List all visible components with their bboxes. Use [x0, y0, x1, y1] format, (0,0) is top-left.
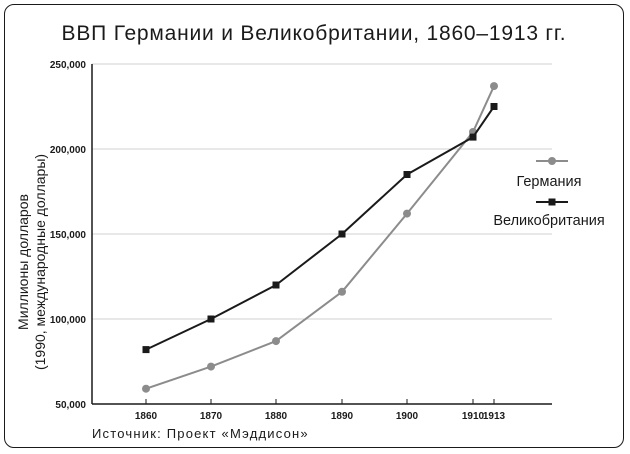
data-point-germany	[142, 384, 150, 393]
data-point-germany	[403, 209, 411, 218]
x-tick-label: 1910	[462, 411, 485, 422]
axes	[91, 64, 552, 405]
y-tick-label: 200,000	[50, 145, 87, 156]
data-point-germany	[207, 362, 215, 371]
y-axis-label-line2: (1990, международные доллары)	[32, 154, 48, 370]
x-tick-label: 1913	[483, 411, 506, 422]
data-point-britain	[403, 171, 411, 178]
legend: Германия Великобритания	[493, 157, 605, 229]
x-tick-label: 1890	[331, 411, 354, 422]
legend-label: Германия	[516, 174, 581, 190]
x-tick-label: 1870	[200, 411, 223, 422]
data-point-britain	[469, 133, 477, 141]
y-tick-labels: 50,000 100,000 150,000 200,000 250,000	[50, 60, 87, 411]
gridlines	[92, 63, 552, 320]
y-tick-label: 150,000	[50, 230, 87, 241]
data-point-germany	[272, 337, 280, 346]
data-point-britain	[490, 103, 498, 110]
data-point-britain	[142, 346, 150, 354]
y-tick-label: 100,000	[50, 315, 87, 326]
x-tick-label: 1860	[135, 411, 158, 422]
series-line-germany	[145, 85, 495, 390]
source-note: Источник: Проект «Мэддисон»	[92, 426, 309, 441]
y-tick-label: 50,000	[55, 400, 86, 411]
legend-label: Великобритания	[493, 213, 604, 229]
legend-marker-square	[548, 198, 556, 206]
chart-frame	[4, 4, 624, 448]
data-point-britain	[338, 230, 346, 238]
x-tick-label: 1900	[396, 411, 419, 422]
series-line-britain	[145, 105, 495, 351]
data-point-germany	[338, 287, 346, 296]
data-point-germany	[490, 82, 498, 91]
data-point-britain	[272, 281, 280, 289]
data-point-britain	[207, 315, 215, 323]
series-lines	[142, 82, 498, 393]
y-tick-label: 250,000	[50, 60, 87, 71]
x-tick-label: 1880	[265, 411, 288, 422]
legend-marker-circle	[548, 157, 556, 165]
y-axis-label-line1: Миллионы долларов	[15, 194, 31, 330]
chart-title: ВВП Германии и Великобритании, 1860–1913…	[62, 22, 567, 45]
